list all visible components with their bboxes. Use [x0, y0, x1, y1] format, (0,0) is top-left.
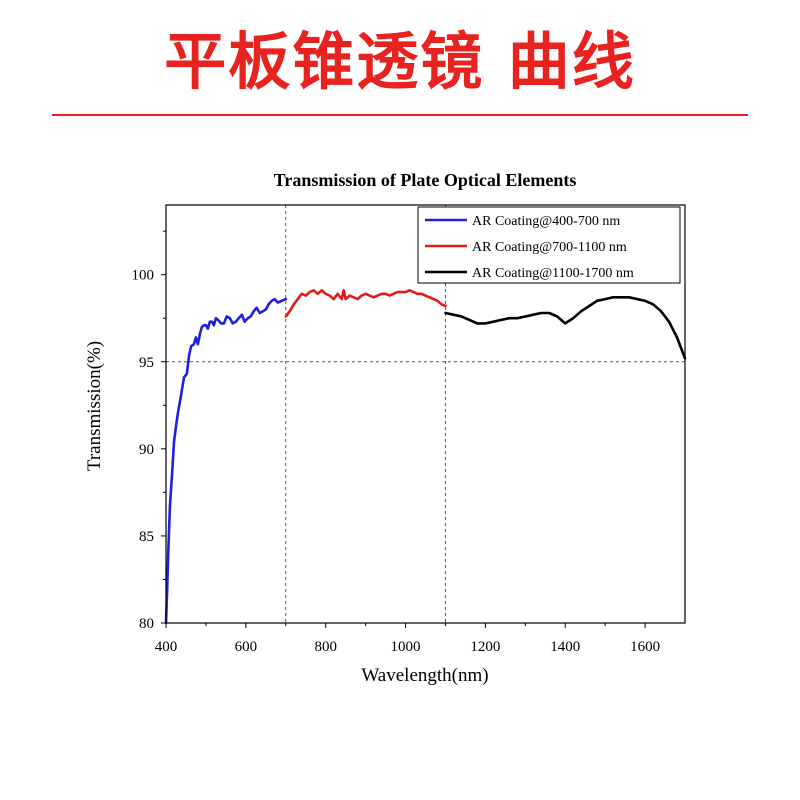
y-axis: 80 85 90 95 100: [132, 230, 166, 632]
x-axis-label: Wavelength(nm): [361, 665, 488, 686]
legend-label: AR Coating@700-1100 nm: [472, 240, 627, 255]
x-tick-label: 1000: [391, 639, 421, 655]
y-tick-label: 85: [139, 529, 154, 545]
x-tick-label: 1600: [630, 639, 660, 655]
x-tick-label: 1400: [550, 639, 580, 655]
series-line: [444, 295, 687, 360]
legend: AR Coating@400-700 nm AR Coating@700-1100…: [417, 206, 681, 284]
y-tick-label: 90: [139, 442, 154, 458]
banner-title: 平板锥透镜 曲线: [164, 25, 636, 98]
y-axis-label: Transmission(%): [84, 341, 105, 471]
legend-label: AR Coating@400-700 nm: [472, 214, 620, 229]
chart-title: Transmission of Plate Optical Elements: [274, 170, 577, 190]
x-tick-label: 400: [155, 639, 178, 655]
x-tick-label: 1200: [470, 639, 500, 655]
reference-lines: [166, 205, 685, 623]
y-tick-label: 100: [132, 268, 155, 284]
y-tick-label: 95: [139, 355, 154, 371]
x-tick-label: 800: [314, 639, 337, 655]
banner-divider: [52, 114, 748, 116]
y-tick-label: 80: [139, 616, 154, 632]
series-line: [284, 288, 447, 318]
series-line: [164, 297, 288, 625]
series-layer: [164, 288, 687, 625]
legend-label: AR Coating@1100-1700 nm: [472, 266, 634, 281]
x-tick-label: 600: [235, 639, 258, 655]
x-axis: 400 600 800 1000 1200 1400 1600: [155, 623, 660, 655]
plot-frame: [165, 204, 686, 624]
